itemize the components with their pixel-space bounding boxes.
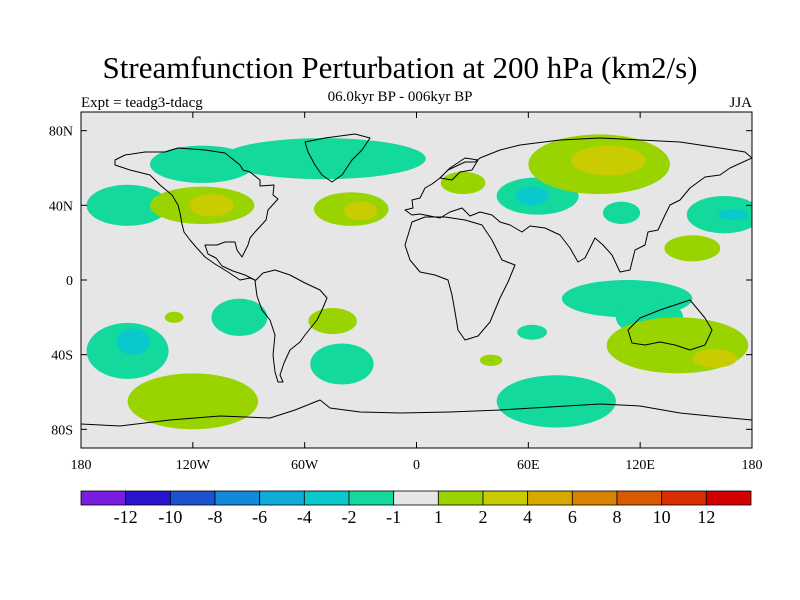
longitude-ticks: 180 120W 60W 0 60E 120E 180 [71,112,763,473]
lon-tick-label: 180 [742,458,763,473]
map-layer [81,133,752,430]
colorbar-label: 12 [697,507,715,527]
coastline-antarctica [81,399,752,427]
colorbar-label: -10 [158,507,182,527]
colorbar-label: -6 [252,507,267,527]
colorbar-label: 10 [653,507,671,527]
coastlines [81,133,752,427]
colorbar-label: 4 [523,507,532,527]
colorbar-swatch [571,490,618,506]
anomaly-neg-light-21 [310,343,374,385]
experiment-label: Expt = teadg3-tdacg [81,95,203,111]
colorbar-label: 1 [434,507,443,527]
anomaly-neg-light-19 [211,298,268,337]
lat-tick-label: 40N [49,199,73,214]
lon-tick-label: 120E [625,458,655,473]
coastline-south-america [254,269,328,383]
lon-tick-label: 180 [71,458,92,473]
colorbar-label: 6 [568,507,577,527]
anomaly-field [86,134,752,430]
colorbar-label: -8 [208,507,223,527]
anomaly-neg-light-12 [602,201,641,224]
lon-tick-label: 60W [291,458,319,473]
anomaly-neg-light-0 [86,184,169,226]
colorbar-swatch [259,490,305,506]
colorbar: -12 -10 -8 -6 -4 -2 -1 1 2 4 6 8 10 12 [80,490,752,527]
latitude-ticks: 80N 40N 0 40S 80S [49,125,752,438]
anomaly-neg-mid-17 [116,328,150,355]
anomaly-pos-mid-11 [571,145,646,176]
colorbar-swatch [169,490,216,506]
anomaly-pos-light-7 [440,171,486,195]
lon-tick-label: 60E [517,458,540,473]
colorbar-swatch [214,490,261,506]
anomaly-neg-light-24 [517,324,547,340]
lat-tick-label: 80N [49,125,73,140]
colorbar-swatch [348,490,395,506]
anomaly-pos-mid-29 [692,349,738,368]
plot-title: Streamfunction Perturbation at 200 hPa (… [102,50,698,85]
colorbar-label: -4 [297,507,312,527]
colorbar-label: -2 [342,507,357,527]
anomaly-pos-mid-6 [343,201,378,221]
time-subtitle: 06.0kyr BP - 006kyr BP [327,89,473,105]
anomaly-neg-mid-15 [718,209,749,221]
lat-tick-label: 40S [51,349,73,364]
coastline-north-america [114,147,279,281]
coastline-greenland [304,133,371,183]
colorbar-swatch [661,490,707,506]
anomaly-neg-mid-9 [515,186,549,206]
colorbar-swatch [705,490,752,506]
anomaly-pos-light-22 [127,373,259,430]
colorbar-label: 2 [479,507,488,527]
colorbar-swatch [125,490,171,506]
coastline-scandinavia [439,157,479,181]
colorbar-swatch [80,490,127,506]
colorbar-label: -1 [386,507,401,527]
colorbar-swatch [527,490,573,506]
anomaly-pos-light-18 [164,311,184,323]
colorbar-label: -12 [114,507,138,527]
lon-tick-label: 0 [413,458,420,473]
anomaly-pos-mid-3 [189,194,234,217]
lat-tick-label: 0 [66,274,73,289]
coastline-africa [404,216,516,341]
colorbar-swatch [616,490,663,506]
lon-tick-label: 120W [176,458,211,473]
anomaly-neg-light-25 [496,375,616,428]
colorbar-label: 8 [613,507,622,527]
anomaly-pos-light-23 [479,354,503,366]
anomaly-pos-light-20 [308,308,357,335]
lat-tick-label: 80S [51,423,73,438]
coastline-eurasia [404,137,752,273]
anomaly-pos-light-13 [664,235,721,262]
colorbar-swatch [393,490,439,506]
colorbar-swatch [437,490,484,506]
anomaly-neg-light-4 [220,138,426,180]
season-label: JJA [729,95,752,111]
colorbar-swatch [303,490,350,506]
coastline-australia [627,299,713,351]
colorbar-swatch [482,490,529,506]
